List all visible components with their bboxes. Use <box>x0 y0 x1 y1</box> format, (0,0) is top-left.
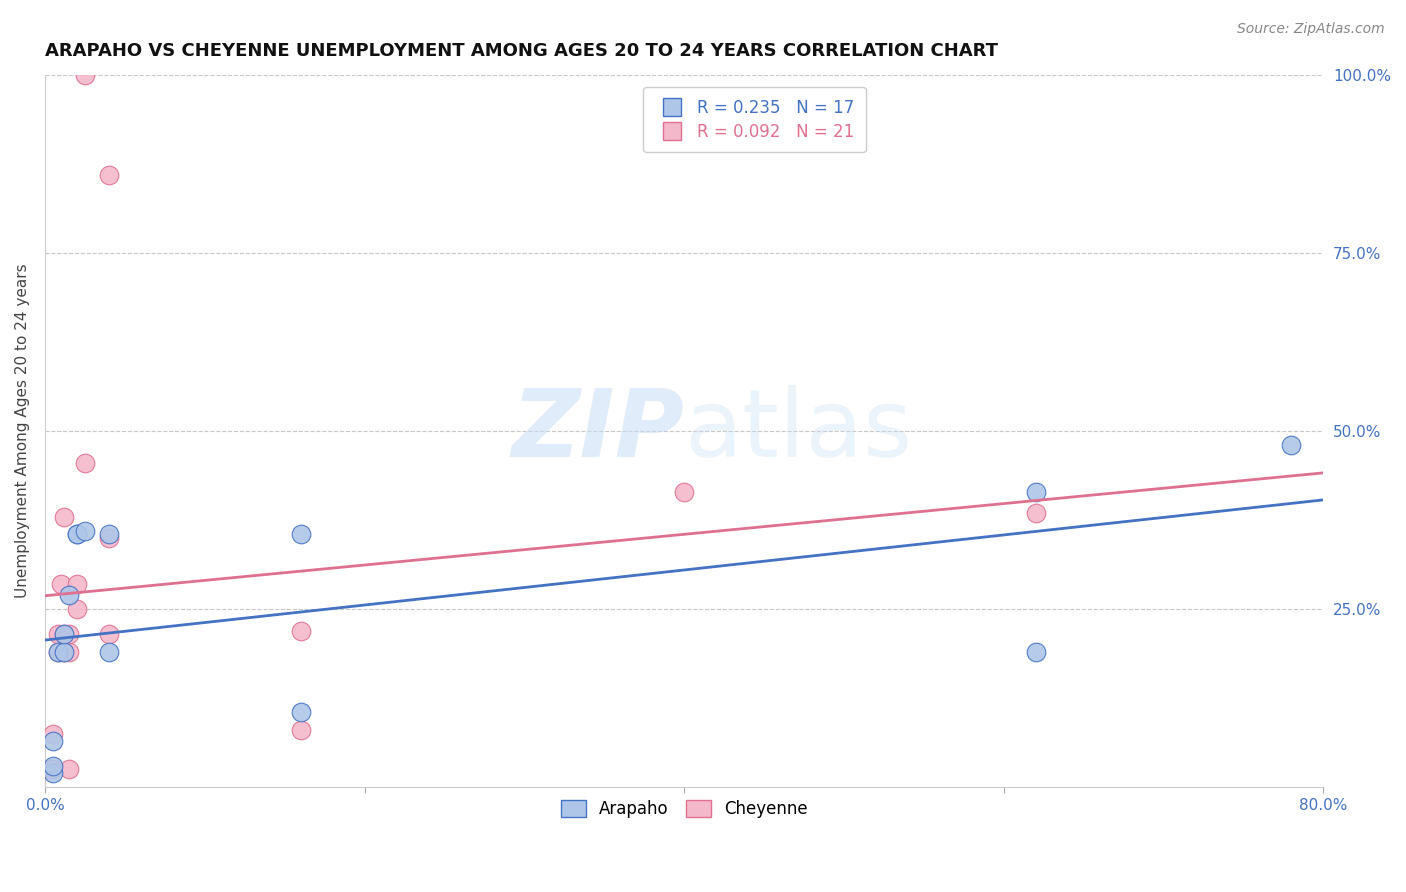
Point <box>98 627 121 641</box>
Point <box>53 509 76 524</box>
Point <box>58 588 80 602</box>
Point <box>42 734 65 748</box>
Point <box>46 627 69 641</box>
Point <box>98 168 121 182</box>
Text: ARAPAHO VS CHEYENNE UNEMPLOYMENT AMONG AGES 20 TO 24 YEARS CORRELATION CHART: ARAPAHO VS CHEYENNE UNEMPLOYMENT AMONG A… <box>45 42 998 60</box>
Point <box>290 527 312 541</box>
Point <box>53 627 76 641</box>
Point <box>673 484 696 499</box>
Point <box>1025 506 1047 520</box>
Point <box>75 68 97 82</box>
Point <box>42 727 65 741</box>
Point <box>42 766 65 780</box>
Point <box>75 524 97 538</box>
Text: atlas: atlas <box>685 385 912 477</box>
Point <box>66 527 89 541</box>
Point <box>66 602 89 616</box>
Point <box>66 527 89 541</box>
Text: ZIP: ZIP <box>512 385 685 477</box>
Point <box>51 577 73 591</box>
Point <box>290 624 312 638</box>
Point <box>53 645 76 659</box>
Point <box>66 577 89 591</box>
Point <box>53 645 76 659</box>
Y-axis label: Unemployment Among Ages 20 to 24 years: Unemployment Among Ages 20 to 24 years <box>15 264 30 599</box>
Point <box>1025 484 1047 499</box>
Point <box>75 456 97 470</box>
Point <box>98 645 121 659</box>
Point <box>290 706 312 720</box>
Point <box>46 645 69 659</box>
Point <box>98 531 121 545</box>
Point <box>98 527 121 541</box>
Point <box>39 763 62 777</box>
Point <box>42 763 65 777</box>
Point <box>46 645 69 659</box>
Point <box>1279 438 1302 452</box>
Point <box>1025 645 1047 659</box>
Point <box>58 763 80 777</box>
Point <box>58 645 80 659</box>
Point <box>53 627 76 641</box>
Point <box>42 759 65 773</box>
Point <box>58 627 80 641</box>
Text: Source: ZipAtlas.com: Source: ZipAtlas.com <box>1237 22 1385 37</box>
Legend: Arapaho, Cheyenne: Arapaho, Cheyenne <box>554 794 814 825</box>
Point <box>290 723 312 738</box>
